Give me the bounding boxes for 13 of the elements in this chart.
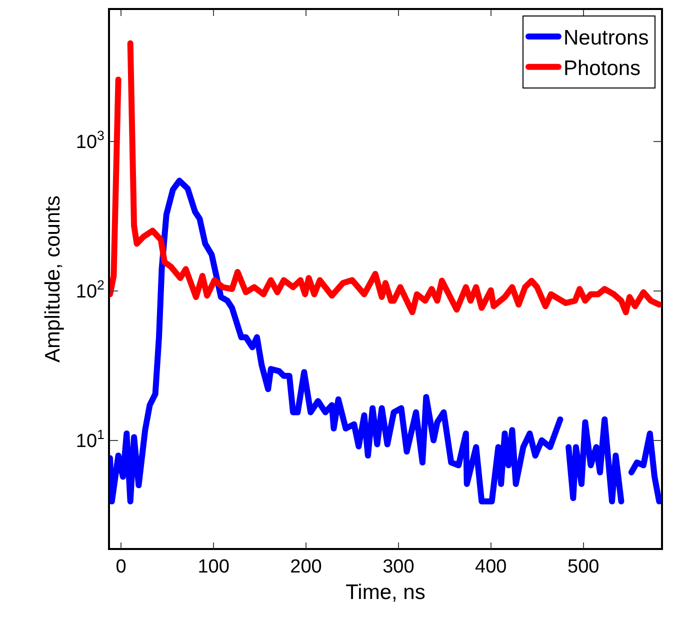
x-tick-label: 400 [475, 556, 507, 578]
x-tick-label: 200 [290, 556, 322, 578]
x-tick-label: 0 [116, 556, 126, 578]
y-axis-title: Amplitude, counts [42, 196, 65, 362]
y-tick-label: 10$^{3}$ [76, 128, 104, 154]
y-tick-label: 10$^{1}$ [76, 426, 104, 452]
x-tick-label: 100 [198, 556, 230, 578]
y-tick-label: 10$^{2}$ [76, 278, 104, 303]
legend-label: Photons [563, 57, 641, 80]
x-tick-label: 500 [567, 556, 600, 578]
x-tick-label: 300 [382, 556, 414, 578]
x-axis-title: Time, ns [346, 581, 426, 604]
legend-label: Neutrons [563, 26, 649, 50]
